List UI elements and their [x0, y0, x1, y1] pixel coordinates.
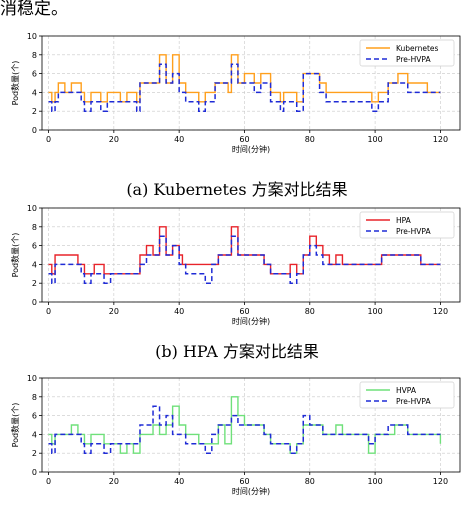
chart-hpa-comparison: 0 20 40 60 80 100 120 0 2 4 6 8 10 时间(分钟) Pod数量(个) HPA P… — [10, 204, 461, 326]
y-tick-label: 2 — [32, 107, 37, 116]
y-tick-label: 2 — [32, 449, 37, 458]
y-tick-label: 10 — [27, 374, 37, 383]
caption-a: (a) Kubernetes 方案对比结果 — [126, 180, 348, 199]
x-tick-label: 100 — [367, 307, 382, 316]
axes-frame — [41, 207, 461, 303]
x-tick-label: 100 — [367, 477, 382, 486]
y-tick-label: 6 — [32, 242, 37, 251]
y-tick-label: 8 — [32, 393, 37, 402]
y-tick-label: 4 — [32, 260, 37, 269]
x-tick-label: 120 — [433, 477, 448, 486]
legend-label: HVPA — [396, 386, 417, 395]
y-tick-label: 2 — [32, 279, 37, 288]
x-tick-label: 0 — [46, 307, 51, 316]
x-axis-label: 时间(分钟) — [232, 316, 270, 326]
x-axis-label: 时间(分钟) — [232, 486, 270, 496]
y-tick-label: 0 — [32, 298, 37, 307]
legend-label: Pre-HVPA — [396, 55, 431, 64]
y-tick-label: 4 — [32, 430, 37, 439]
legend-label: Pre-HVPA — [396, 397, 431, 406]
x-tick-label: 20 — [109, 135, 119, 144]
top-text-fragment: 消稳定。 — [0, 0, 68, 19]
y-axis-label: Pod数量(个) — [10, 403, 20, 448]
chart-hvpa-comparison: 0 20 40 60 80 100 120 0 2 4 6 8 10 时间(分钟) Pod数量(个) HVPA… — [10, 374, 461, 496]
x-tick-label: 40 — [174, 307, 184, 316]
y-tick-label: 6 — [32, 70, 37, 79]
y-tick-label: 10 — [27, 32, 37, 41]
x-tick-label: 60 — [239, 307, 249, 316]
y-tick-label: 0 — [32, 468, 37, 477]
y-axis-label: Pod数量(个) — [10, 233, 20, 278]
y-tick-label: 8 — [32, 51, 37, 60]
series-line-pre-hvpa — [48, 235, 441, 284]
x-tick-label: 20 — [109, 477, 119, 486]
chart-kubernetes-comparison: 0 20 40 60 80 100 120 0 2 4 6 8 10 时间(分钟) Pod数量(个) Kube… — [10, 32, 461, 154]
x-tick-label: 100 — [367, 135, 382, 144]
x-tick-label: 80 — [305, 477, 315, 486]
x-tick-label: 80 — [305, 135, 315, 144]
x-tick-label: 60 — [239, 135, 249, 144]
y-tick-label: 6 — [32, 412, 37, 421]
axes-frame — [41, 35, 461, 131]
y-tick-label: 0 — [32, 126, 37, 135]
y-tick-label: 4 — [32, 88, 37, 97]
x-tick-label: 120 — [433, 307, 448, 316]
series-line-kubernetes — [48, 54, 441, 103]
x-tick-label: 60 — [239, 477, 249, 486]
x-tick-label: 120 — [433, 135, 448, 144]
axes-frame — [41, 377, 461, 473]
x-tick-label: 40 — [174, 135, 184, 144]
x-tick-label: 0 — [46, 135, 51, 144]
y-axis-label: Pod数量(个) — [10, 61, 20, 106]
x-tick-label: 40 — [174, 477, 184, 486]
series-line-pre-hvpa — [48, 405, 441, 454]
x-tick-label: 80 — [305, 307, 315, 316]
caption-b: (b) HPA 方案对比结果 — [155, 342, 319, 361]
x-tick-label: 20 — [109, 307, 119, 316]
legend-label: Pre-HVPA — [396, 227, 431, 236]
y-tick-label: 10 — [27, 204, 37, 213]
x-tick-label: 0 — [46, 477, 51, 486]
x-axis-label: 时间(分钟) — [232, 144, 270, 154]
legend-label: Kubernetes — [396, 44, 439, 53]
series-line-pre-hvpa — [48, 63, 441, 112]
y-tick-label: 8 — [32, 223, 37, 232]
legend-label: HPA — [396, 216, 412, 225]
